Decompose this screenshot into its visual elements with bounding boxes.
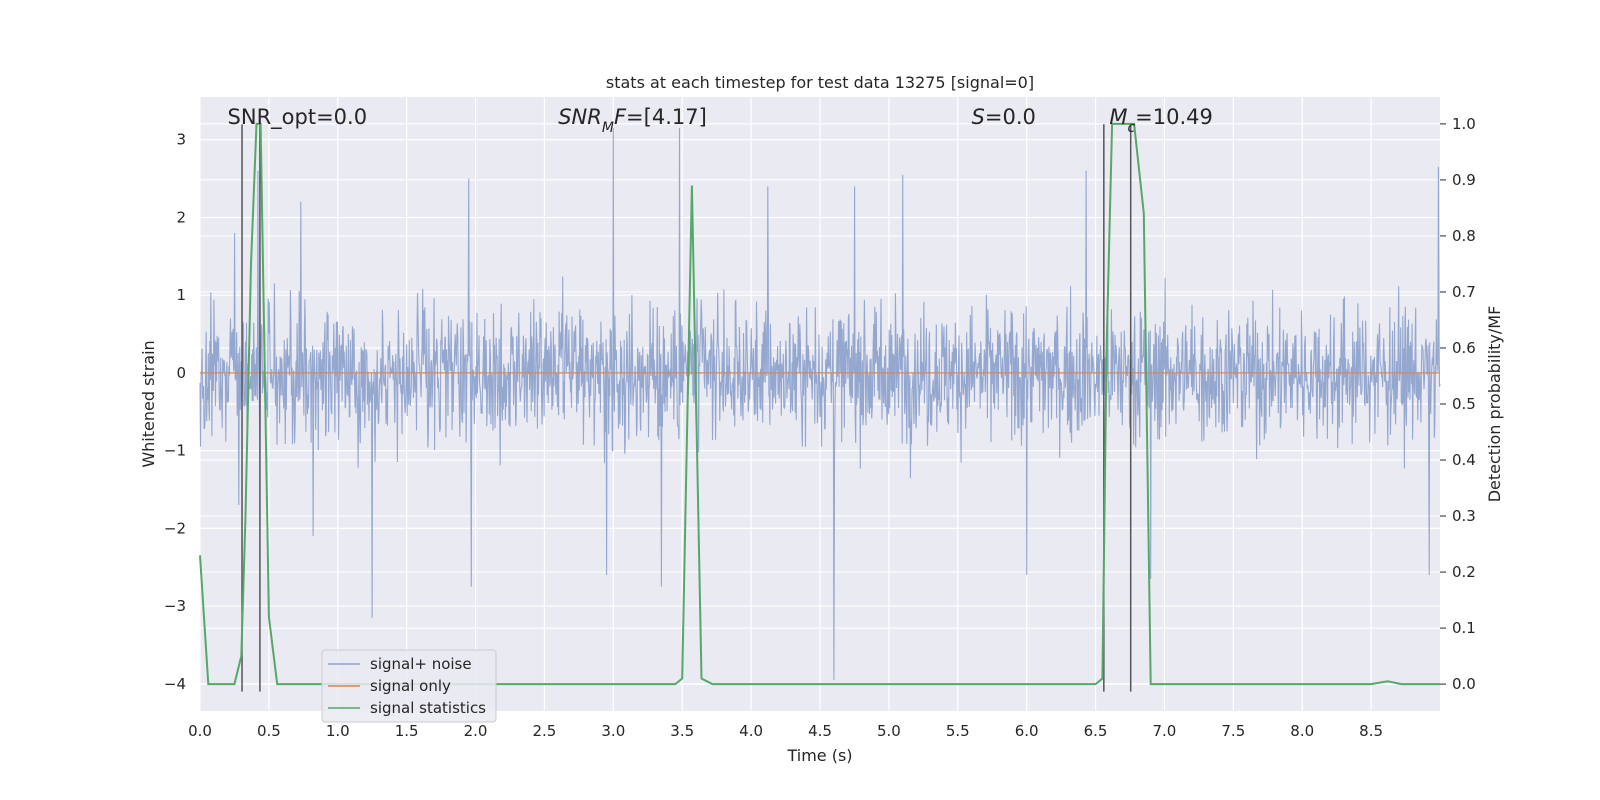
y2-tick-label: 0.6 (1452, 339, 1476, 357)
y2-tick-label: 0.5 (1452, 395, 1476, 413)
x-tick-label: 5.0 (877, 722, 901, 740)
y2-tick-label: 0.4 (1452, 451, 1476, 469)
y-tick-label: 0 (176, 364, 186, 382)
x-tick-label: 0.5 (257, 722, 281, 740)
x-tick-label: 5.5 (946, 722, 970, 740)
legend-label-signal-statistics: signal statistics (370, 699, 486, 717)
y-tick-label: −1 (164, 442, 186, 460)
x-tick-label: 6.0 (1015, 722, 1039, 740)
x-tick-label: 1.5 (395, 722, 419, 740)
y-tick-label: −4 (164, 675, 186, 693)
y2-tick-label: 0.8 (1452, 227, 1476, 245)
y-tick-label: −3 (164, 597, 186, 615)
x-axis-label: Time (s) (786, 746, 852, 765)
x-tick-label: 0.0 (188, 722, 212, 740)
legend: signal+ noise signal only signal statist… (321, 649, 497, 723)
y2-tick-label: 0.1 (1452, 619, 1476, 637)
chart-title: stats at each timestep for test data 132… (606, 73, 1034, 92)
annotation-snr-opt: SNR_opt=0.0 (228, 105, 368, 130)
legend-box (321, 649, 497, 723)
x-tick-label: 8.5 (1359, 722, 1383, 740)
x-tick-label: 3.5 (670, 722, 694, 740)
annotations: SNR_opt=0.0 SNRMF=[4.17] S=0.0 Mc=10.49 (228, 105, 1213, 136)
legend-label-signal-only: signal only (370, 677, 451, 695)
y2-tick-label: 0.9 (1452, 171, 1476, 189)
x-tick-label: 4.0 (739, 722, 763, 740)
y2-tick-label: 0.2 (1452, 563, 1476, 581)
x-tick-label: 7.0 (1153, 722, 1177, 740)
signal-statistics-line (199, 122, 1440, 686)
y2-tick-label: 0.3 (1452, 507, 1476, 525)
y-tick-label: 1 (176, 286, 186, 304)
signal-noise-line (199, 128, 1441, 680)
y2-tick-label: 0.0 (1452, 675, 1476, 693)
y-axis-label: Whitened strain (139, 340, 158, 467)
annotation-snr-mf: SNRMF=[4.17] (558, 105, 707, 136)
x-tick-label: 3.0 (601, 722, 625, 740)
lines (199, 122, 1440, 692)
legend-label-signal-noise: signal+ noise (370, 655, 472, 673)
x-tick-label: 4.5 (808, 722, 832, 740)
ticks: 0.0 0.5 1.0 1.5 2.0 2.5 3.0 3.5 4.0 4.5 5.0 5.5 6.0 6… (164, 115, 1476, 740)
y2-axis-label: Detection probability/MF (1485, 306, 1504, 503)
annotation-s-stat: S=0.0 (972, 105, 1036, 129)
y-tick-label: 3 (176, 131, 186, 149)
noise-series (199, 128, 1441, 680)
x-tick-label: 7.5 (1221, 722, 1245, 740)
x-tick-label: 2.5 (533, 722, 557, 740)
y2-tick-label: 1.0 (1452, 115, 1476, 133)
y-tick-label: −2 (164, 519, 186, 537)
y2-tick-label: 0.7 (1452, 283, 1476, 301)
x-tick-label: 1.0 (326, 722, 350, 740)
x-tick-label: 6.5 (1084, 722, 1108, 740)
x-tick-label: 2.0 (464, 722, 488, 740)
y-tick-label: 2 (176, 208, 186, 226)
x-tick-label: 8.0 (1290, 722, 1314, 740)
annotation-mc: Mc=10.49 (1109, 105, 1213, 136)
